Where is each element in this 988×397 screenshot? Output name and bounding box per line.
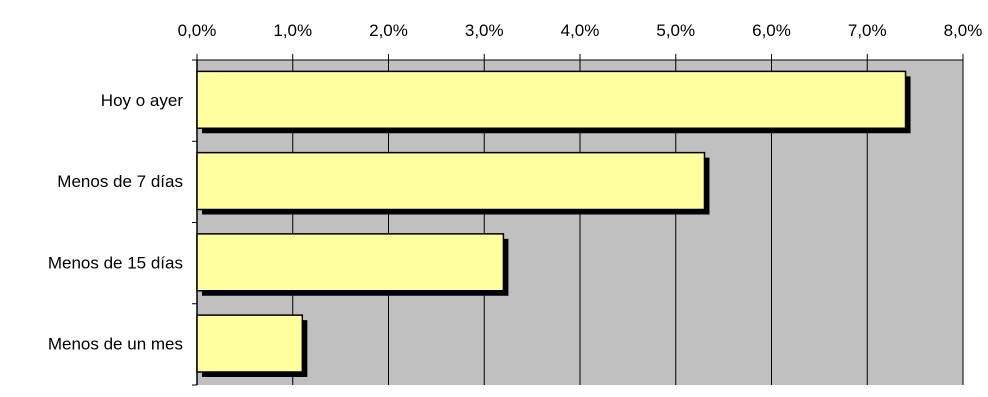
category-label: Hoy o ayer [101, 91, 184, 110]
x-tick-label: 1,0% [273, 21, 312, 40]
bar [196, 70, 907, 129]
category-labels: Hoy o ayer Menos de 7 días Menos de 15 día… [48, 91, 183, 354]
x-tick-label: 2,0% [369, 21, 408, 40]
x-tick-label: 4,0% [561, 21, 600, 40]
x-tick-label: 5,0% [656, 21, 695, 40]
category-label: Menos de un mes [48, 335, 183, 354]
x-tick-label: 3,0% [465, 21, 504, 40]
bar [196, 233, 505, 292]
category-label: Menos de 7 días [57, 172, 183, 191]
bar [196, 314, 304, 373]
x-tick-label: 8,0% [944, 21, 983, 40]
category-label: Menos de 15 días [48, 253, 183, 272]
x-tick-label: 0,0% [178, 21, 217, 40]
bar [196, 151, 706, 211]
x-tick-label: 7,0% [848, 21, 887, 40]
x-tick-labels: 0,0% 1,0% 2,0% 3,0% 4,0% 5,0% 6,0% 7,0% 8,0% [178, 21, 983, 40]
x-tick-label: 6,0% [752, 21, 791, 40]
bars [196, 70, 911, 377]
